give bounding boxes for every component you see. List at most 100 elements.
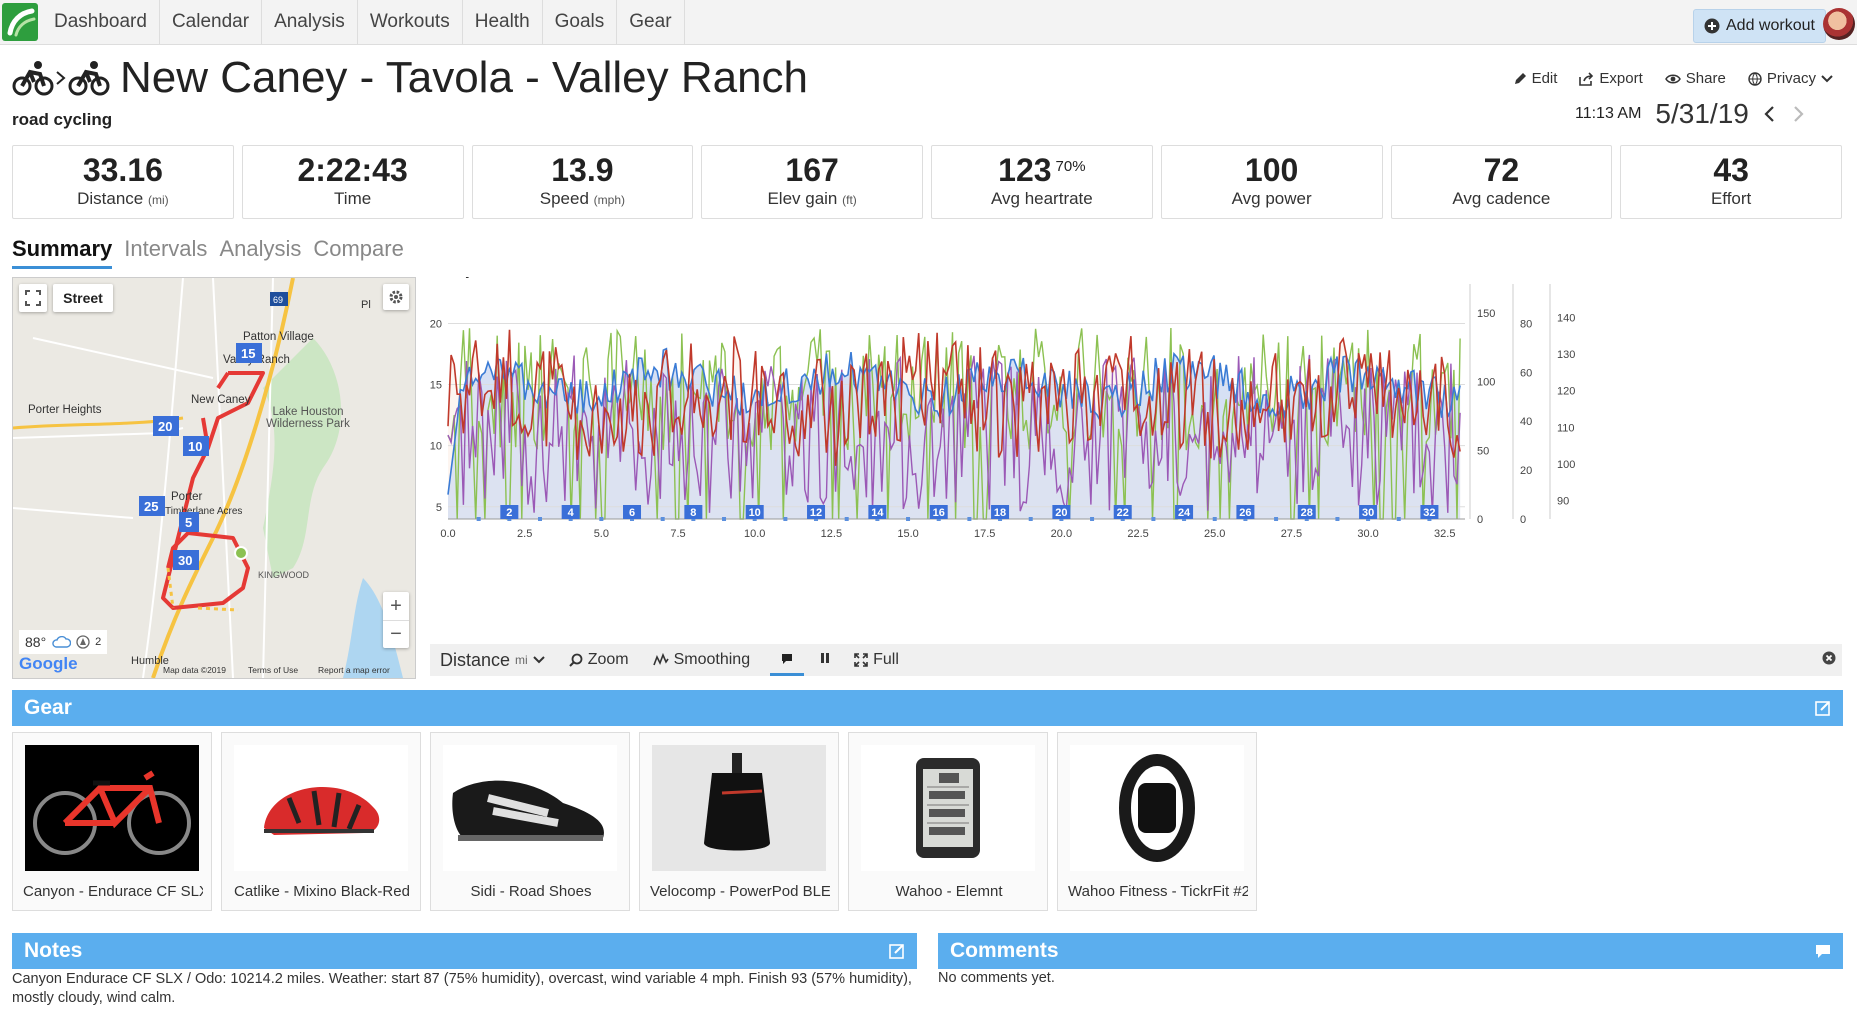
map-type-street-button[interactable]: Street [53, 284, 113, 312]
zoom-button[interactable]: Zoom [568, 651, 629, 669]
full-view-button[interactable]: Full [854, 651, 899, 669]
gear-card[interactable]: Canyon - Endurace CF SLX Dis [12, 732, 212, 911]
chevron-down-icon [532, 656, 545, 664]
heart-rate-axis-label: 100 [1557, 459, 1575, 471]
pause-toggle[interactable] [820, 651, 830, 669]
bike-image [25, 745, 199, 871]
mile-marker [991, 505, 1010, 519]
smoothing-label: Smoothing [673, 651, 751, 668]
distance-dot [1396, 517, 1401, 521]
x-axis-selector[interactable]: Distance mi [440, 650, 545, 671]
gear-name: Wahoo Fitness - TickrFit #2 [1068, 883, 1248, 900]
x-axis-unit: mi [515, 653, 528, 667]
edit-label: Edit [1531, 70, 1558, 87]
x-tick-label: 0.0 [440, 528, 455, 540]
x-tick-label: 10.0 [744, 528, 765, 540]
stat-value: 33.16 [82, 152, 163, 188]
distance-dot [967, 517, 972, 521]
gear-card[interactable]: Wahoo - Elemnt [848, 732, 1048, 911]
distance-dot [1151, 517, 1156, 521]
edit-gear-icon[interactable] [1815, 700, 1831, 716]
user-avatar[interactable] [1823, 8, 1855, 40]
zoom-out-button[interactable]: − [390, 623, 402, 645]
cadence-axis-label: 0 [1477, 514, 1483, 526]
chart-canvas: SpeedmphPowerCadenceHeart Rate0.02.55.07… [430, 258, 1576, 540]
chevron-right-icon[interactable] [1791, 104, 1805, 124]
activity-time: 11:13 AM [1575, 105, 1642, 122]
pencil-icon [1514, 72, 1526, 84]
edit-button[interactable]: Edit [1513, 70, 1558, 87]
share-label: Share [1685, 70, 1726, 87]
nav-calendar[interactable]: Calendar [160, 0, 263, 44]
power-axis-label: 40 [1520, 416, 1532, 428]
mile-marker-label: 10 [188, 439, 202, 454]
gear-card[interactable]: Wahoo Fitness - TickrFit #2 [1057, 732, 1257, 911]
share-button[interactable]: Share [1664, 70, 1726, 87]
mile-marker-label: 30 [178, 553, 192, 568]
smoothing-button[interactable]: Smoothing [652, 651, 751, 669]
legend-label: Cadence [645, 277, 724, 279]
gear-card[interactable]: Velocomp - PowerPod BLE/ANT+ [639, 732, 839, 911]
gear-card[interactable]: Catlike - Mixino Black-Red [221, 732, 421, 911]
globe-icon [1748, 71, 1762, 86]
comment-icon[interactable] [1815, 943, 1831, 959]
nav-dashboard[interactable]: Dashboard [42, 0, 160, 44]
nav-goals[interactable]: Goals [543, 0, 618, 44]
search-icon [568, 653, 583, 667]
mile-marker [684, 505, 703, 519]
route-map[interactable]: Patton Village Valley Ranch Porter Heigh… [12, 277, 416, 679]
heart-rate-axis-label: 110 [1557, 422, 1575, 434]
map-attribution: Map data ©2019 [163, 665, 226, 675]
tab-compare[interactable]: Compare [313, 236, 404, 261]
distance-dot [1028, 517, 1033, 521]
map-terms-link[interactable]: Terms of Use [248, 665, 298, 675]
distance-dot [722, 517, 727, 521]
privacy-label: Privacy [1766, 70, 1816, 87]
nav-workouts[interactable]: Workouts [358, 0, 463, 44]
distance-dot [1274, 517, 1279, 521]
heart-rate-band-image [1070, 745, 1244, 871]
zoom-in-button[interactable]: + [383, 592, 409, 621]
gear-card[interactable]: Sidi - Road Shoes [430, 732, 630, 911]
map-zoom-controls: + − [383, 592, 409, 648]
chevron-right-icon [56, 71, 66, 85]
heart-rate-axis-label: 120 [1557, 386, 1575, 398]
view-tabs: Summary Intervals Analysis Compare [12, 236, 404, 269]
chevron-down-icon [1821, 74, 1833, 82]
privacy-dropdown[interactable]: Privacy [1748, 70, 1833, 87]
tab-intervals[interactable]: Intervals [124, 236, 208, 261]
stat-distance: 33.16 Distance (mi) [12, 145, 234, 219]
edit-notes-icon[interactable] [889, 943, 905, 959]
app-logo[interactable] [2, 3, 38, 41]
comment-icon [782, 653, 793, 664]
notes-title: Notes [24, 939, 83, 962]
speed-axis-label: 5 [436, 502, 442, 514]
nav-analysis[interactable]: Analysis [262, 0, 358, 44]
add-workout-label: Add workout [1726, 17, 1815, 34]
stat-value: 123 [998, 152, 1052, 188]
export-button[interactable]: Export [1579, 70, 1643, 87]
fullscreen-button[interactable] [19, 284, 47, 312]
highway-number: 69 [273, 295, 283, 305]
add-workout-button[interactable]: Add workout [1693, 9, 1826, 43]
mile-marker-label: 16 [933, 507, 945, 519]
x-tick-label: 27.5 [1281, 528, 1302, 540]
helmet-image [234, 745, 408, 871]
comment-marker-toggle[interactable] [770, 644, 805, 676]
stat-unit: (mph) [593, 193, 625, 207]
tab-analysis[interactable]: Analysis [219, 236, 302, 261]
map-settings-button[interactable] [383, 284, 409, 310]
map-report-link[interactable]: Report a map error [318, 665, 390, 675]
close-chart-button[interactable] [1822, 651, 1836, 670]
nav-health[interactable]: Health [463, 0, 543, 44]
mile-marker [1113, 505, 1132, 519]
full-label: Full [873, 651, 899, 668]
nav-gear[interactable]: Gear [617, 0, 685, 44]
ride-chart[interactable]: SpeedmphPowerCadenceHeart Rate0.02.55.07… [430, 258, 1850, 647]
tab-summary[interactable]: Summary [12, 236, 113, 269]
stat-avg-heartrate: 123 70% Avg heartrate [931, 145, 1153, 219]
cyclist-icon [12, 61, 54, 96]
top-navigation: Dashboard Calendar Analysis Workouts Hea… [0, 0, 1857, 45]
chevron-left-icon[interactable] [1763, 104, 1777, 124]
mile-marker-label: 25 [144, 499, 158, 514]
